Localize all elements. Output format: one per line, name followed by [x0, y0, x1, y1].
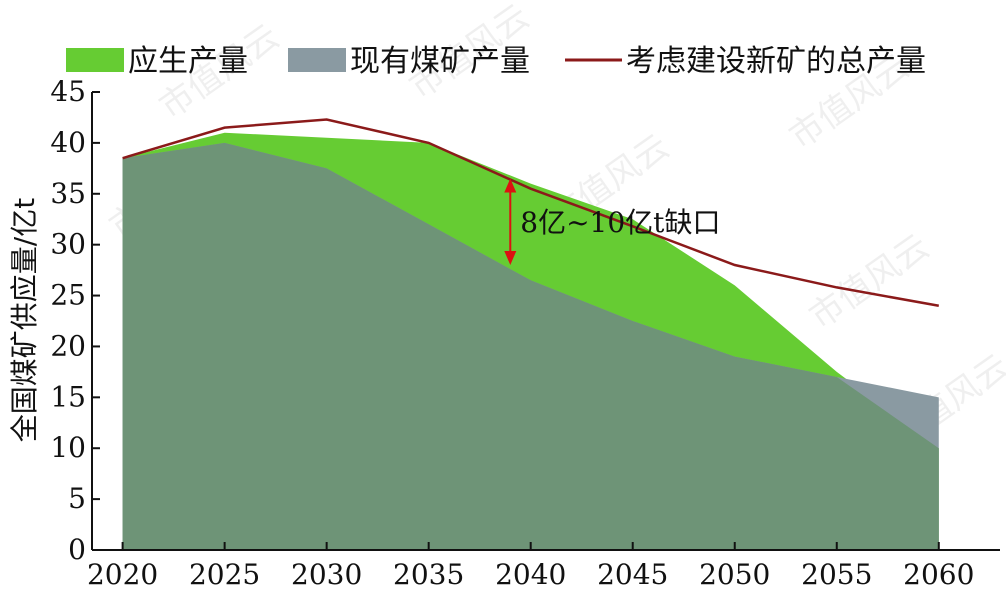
legend-label-total: 考虑建设新矿的总产量: [626, 44, 926, 79]
y-tick-label: 35: [50, 177, 86, 210]
y-tick-label: 10: [50, 431, 86, 464]
legend-swatch-demand: [66, 48, 124, 72]
y-tick-label: 30: [50, 228, 86, 261]
y-tick-label: 40: [50, 126, 86, 159]
legend-label-demand: 应生产量: [128, 44, 248, 79]
area-layer: [122, 132, 939, 550]
x-tick-label: 2060: [903, 558, 974, 591]
x-tick-label: 2025: [189, 558, 260, 591]
gap-annotation-label: 8亿~10亿t缺口: [520, 206, 720, 239]
line-layer: [122, 118, 940, 307]
x-tick-label: 2055: [801, 558, 872, 591]
y-tick-label: 0: [68, 533, 86, 566]
y-tick-label: 20: [50, 329, 86, 362]
y-axis-label: 全国煤矿供应量/亿t: [8, 198, 41, 442]
x-tick-label: 2030: [291, 558, 362, 591]
legend: 应生产量 现有煤矿产量 考虑建设新矿的总产量: [66, 44, 926, 79]
x-tick-label: 2040: [495, 558, 566, 591]
watermark-text: 市值风云: [802, 227, 936, 338]
y-tick-label: 5: [68, 482, 86, 515]
y-tick-label: 25: [50, 279, 86, 312]
area-overlap: [122, 142, 939, 550]
x-tick-label: 2050: [699, 558, 770, 591]
y-tick-label: 45: [50, 75, 86, 108]
x-tick-label: 2020: [87, 558, 158, 591]
legend-label-existing: 现有煤矿产量: [350, 44, 530, 79]
line-series-total: [122, 118, 940, 307]
x-tick-label: 2045: [597, 558, 668, 591]
gap-annotation: 8亿~10亿t缺口: [504, 178, 720, 266]
legend-swatch-existing: [288, 48, 346, 72]
x-tick-label: 2035: [393, 558, 464, 591]
gap-arrow-head-bottom: [504, 251, 517, 266]
y-tick-label: 15: [50, 380, 86, 413]
gap-arrow-head-top: [504, 178, 517, 193]
